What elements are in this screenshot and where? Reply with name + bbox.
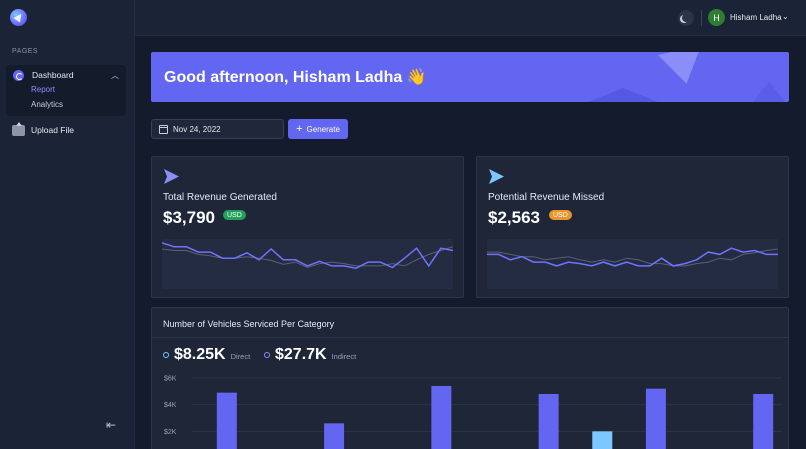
divider bbox=[152, 337, 788, 338]
missed-revenue-card: Potential Revenue Missed $2,563 USD bbox=[476, 156, 789, 298]
waving-hand-icon: 👋 bbox=[406, 69, 427, 86]
sidebar-item-dashboard[interactable]: Dashboard ︿ bbox=[13, 69, 121, 81]
total-revenue-card: Total Revenue Generated $3,790 USD bbox=[151, 156, 464, 298]
card-value: $3,790 bbox=[163, 208, 215, 227]
send-arrow-icon bbox=[164, 169, 179, 184]
sidebar-item-upload-file[interactable]: Upload File bbox=[12, 121, 74, 136]
moon-icon[interactable] bbox=[678, 10, 694, 26]
chevron-down-icon[interactable]: ⌄ bbox=[782, 12, 789, 21]
sidebar-section-label: PAGES bbox=[12, 48, 39, 55]
legend-label: Indirect bbox=[331, 352, 357, 361]
decorative-triangle bbox=[657, 52, 709, 89]
sidebar-subitem-analytics[interactable]: Analytics bbox=[31, 100, 64, 109]
decorative-triangle bbox=[751, 82, 787, 102]
decorative-triangle bbox=[583, 88, 663, 102]
y-tick-label: $2K bbox=[164, 429, 177, 436]
app-logo-icon[interactable] bbox=[10, 9, 27, 26]
user-name[interactable]: Hisham Ladha bbox=[730, 13, 782, 22]
missed-revenue-sparkline bbox=[487, 239, 778, 289]
y-tick-label: $6K bbox=[164, 376, 177, 383]
vehicles-bar-chart: $6K $4K $2K bbox=[164, 376, 782, 449]
greeting-banner: Good afternoon, Hisham Ladha 👋 bbox=[151, 52, 789, 102]
avatar[interactable]: H bbox=[708, 9, 725, 26]
sparkline-primary bbox=[162, 242, 453, 269]
bar-indirect[interactable] bbox=[538, 394, 559, 449]
bar-direct[interactable] bbox=[592, 431, 613, 449]
send-arrow-icon bbox=[489, 169, 504, 184]
sidebar: PAGES Dashboard ︿ Report Analytics Uploa… bbox=[0, 0, 135, 449]
sparkline-primary bbox=[487, 247, 778, 267]
date-picker[interactable]: Nov 24, 2022 bbox=[151, 119, 284, 139]
chart-title: Number of Vehicles Serviced Per Category bbox=[163, 319, 335, 329]
bar-indirect[interactable] bbox=[753, 394, 774, 449]
bar-indirect[interactable] bbox=[216, 392, 237, 449]
generate-label: Generate bbox=[306, 124, 340, 134]
vehicles-chart-card: Number of Vehicles Serviced Per Category… bbox=[151, 307, 789, 449]
sparkline-secondary bbox=[487, 248, 778, 267]
legend-value: $27.7K bbox=[275, 346, 327, 363]
legend-dot-icon bbox=[163, 352, 169, 358]
generate-button[interactable]: + Generate bbox=[288, 119, 348, 139]
legend-direct[interactable]: $8.25K Direct bbox=[163, 346, 250, 364]
greeting-message: Good afternoon, Hisham Ladha bbox=[164, 69, 403, 86]
bar-indirect[interactable] bbox=[645, 388, 666, 449]
bar-indirect[interactable] bbox=[431, 386, 452, 449]
plus-icon: + bbox=[296, 122, 303, 135]
sidebar-item-label: Upload File bbox=[31, 125, 74, 135]
upload-icon bbox=[12, 121, 25, 136]
date-value: Nov 24, 2022 bbox=[173, 124, 221, 134]
dashboard-icon bbox=[13, 69, 24, 81]
chevron-up-icon[interactable]: ︿ bbox=[111, 71, 119, 80]
sparkline-secondary bbox=[162, 246, 453, 269]
card-title: Potential Revenue Missed bbox=[488, 192, 605, 203]
header-divider bbox=[701, 10, 702, 26]
sidebar-subitem-report[interactable]: Report bbox=[31, 85, 56, 94]
card-value: $2,563 bbox=[488, 208, 540, 227]
legend-value: $8.25K bbox=[174, 346, 226, 363]
sidebar-group-dashboard: Dashboard ︿ Report Analytics bbox=[6, 65, 126, 116]
sidebar-item-label: Dashboard bbox=[32, 70, 74, 80]
top-header: H Hisham Ladha ⌄ bbox=[135, 0, 806, 36]
greeting-text: Good afternoon, Hisham Ladha 👋 bbox=[164, 67, 427, 87]
card-title: Total Revenue Generated bbox=[163, 192, 277, 203]
currency-badge: USD bbox=[223, 210, 246, 220]
legend-dot-icon bbox=[264, 352, 270, 358]
legend-indirect[interactable]: $27.7K Indirect bbox=[264, 346, 356, 364]
calendar-icon bbox=[159, 124, 168, 134]
legend-label: Direct bbox=[230, 352, 251, 361]
collapse-sidebar-icon[interactable]: ⇤ bbox=[106, 418, 117, 432]
bar-indirect[interactable] bbox=[324, 423, 345, 449]
revenue-sparkline bbox=[162, 239, 453, 289]
sparkline-area bbox=[162, 239, 453, 289]
y-tick-label: $4K bbox=[164, 402, 177, 409]
currency-badge: USD bbox=[549, 210, 572, 220]
